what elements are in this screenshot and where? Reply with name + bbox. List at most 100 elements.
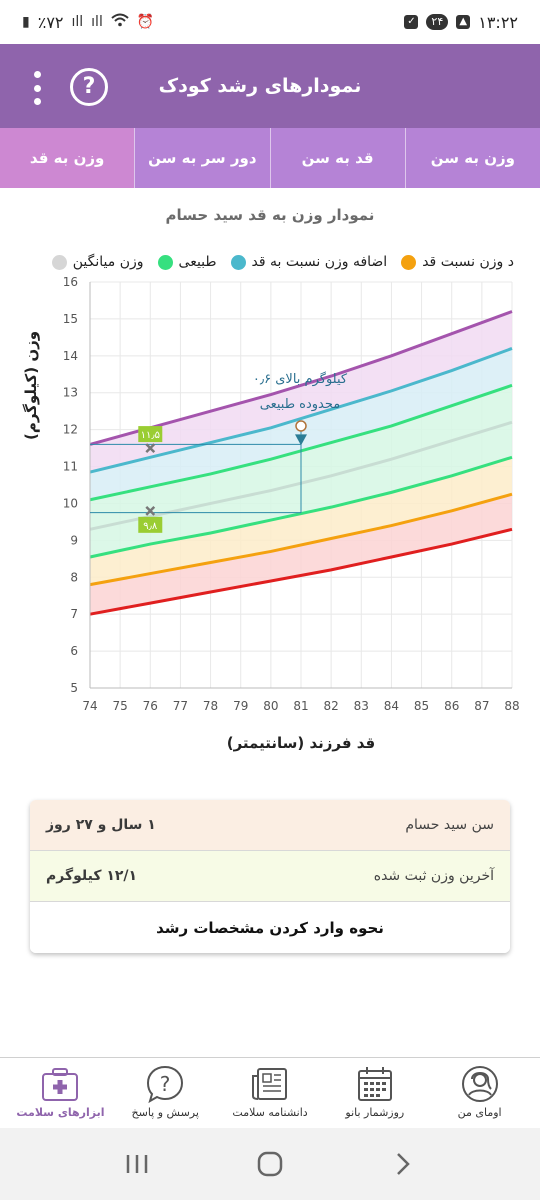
x-tick-label: 74 [82, 699, 97, 713]
signal-icon-2: ıll [91, 14, 103, 30]
range-marker-icon [145, 443, 156, 453]
growth-curve-line [89, 527, 513, 616]
legend-item-overweight[interactable]: اضافه وزن نسبت به قد [230, 254, 388, 270]
annotation-line-1: ۰٫۶ کیلوگرم بالای [253, 371, 348, 387]
tab-height-for-age[interactable]: قد به سن [269, 128, 405, 188]
legend-label: اضافه وزن نسبت به قد [251, 254, 388, 270]
x-tick-label: 88 [504, 699, 519, 713]
back-icon[interactable] [383, 1144, 423, 1184]
nav-calendar[interactable]: روزشمار بانو [330, 1064, 420, 1119]
x-tick-label: 87 [474, 699, 489, 713]
x-tick-label: 76 [143, 699, 158, 713]
growth-curve-line [89, 310, 513, 446]
x-tick-label: 77 [173, 699, 188, 713]
x-tick-label: 79 [233, 699, 248, 713]
home-icon[interactable] [250, 1144, 290, 1184]
annotation-line-2: محدوده طبیعی [260, 397, 341, 412]
system-navigation [0, 1128, 540, 1200]
medical-kit-icon [42, 1068, 79, 1101]
newspaper-icon [252, 1068, 288, 1100]
x-tick-label: 83 [354, 699, 369, 713]
status-right: ✓ ۲۴ ▲ ۱۳:۲۲ [404, 13, 518, 32]
x-tick-label: 82 [324, 699, 339, 713]
status-time: ۱۳:۲۲ [478, 12, 518, 32]
last-weight-label: آخرین وزن ثبت شده [373, 868, 494, 884]
legend-dot-icon [401, 254, 417, 270]
question-bubble-icon: ? [147, 1065, 184, 1104]
chart-band [90, 494, 512, 615]
range-marker-badge [138, 516, 163, 533]
growth-info-card: سن سید حسام ۱ سال و ۲۷ روز آخرین وزن ثبت… [30, 800, 510, 953]
status-left: ▮ ٪۷۲ ıll ıll ⏰ [22, 13, 154, 32]
y-tick-label: 7 [70, 607, 78, 621]
alarm-icon: ⏰ [136, 14, 155, 30]
growth-guide-link[interactable]: نحوه وارد کردن مشخصات رشد [30, 902, 510, 953]
age-label: سن سید حسام [405, 817, 494, 833]
y-tick-label: 16 [63, 275, 78, 289]
battery-icon: ▮ [22, 14, 30, 30]
bottom-navigation: ابزارهای سلامت ? پرسش و پاسخ دانشنامه سل… [0, 1057, 540, 1128]
y-tick-label: 12 [63, 423, 78, 437]
y-tick-label: 14 [63, 349, 78, 363]
nav-label: روزشمار بانو [345, 1106, 405, 1119]
nav-qa[interactable]: ? پرسش و پاسخ [120, 1064, 210, 1119]
y-tick-label: 15 [63, 312, 78, 326]
chart-legend: وزن میانگین طبیعی اضافه وزن نسبت به قد د… [51, 250, 514, 274]
nav-encyclopedia[interactable]: دانشنامه سلامت [225, 1064, 315, 1119]
range-marker-icon [145, 505, 156, 516]
nav-health-tools[interactable]: ابزارهای سلامت [15, 1064, 105, 1119]
measurement-point [295, 420, 307, 432]
app-bar: نمودارهای رشد کودک ? [0, 44, 540, 128]
legend-label: طبیعی [178, 254, 217, 270]
growth-curve-line [89, 347, 513, 474]
age-value: ۱ سال و ۲۷ روز [46, 817, 156, 833]
nav-label: پرسش و پاسخ [131, 1106, 199, 1119]
y-tick-label: 6 [70, 644, 78, 658]
status-bar: ▮ ٪۷۲ ıll ıll ⏰ ✓ ۲۴ ▲ ۱۳:۲۲ [0, 0, 540, 44]
growth-chart: 74 75 76 77 78 79 80 81 82 83 84 85 86 87 88 5 6 7 8 9 10 11 1… [0, 270, 540, 770]
legend-label: وزن میانگین [72, 254, 144, 270]
nav-label: دانشنامه سلامت [232, 1106, 308, 1119]
age-row: سن سید حسام ۱ سال و ۲۷ روز [30, 800, 510, 851]
calendar-icon [357, 1067, 392, 1101]
profile-icon [461, 1066, 498, 1102]
chart-canvas: 74 75 76 77 78 79 80 81 82 83 84 85 86 87 885678910111… [63, 275, 520, 713]
last-weight-row: آخرین وزن ثبت شده ۱۲/۱ کیلوگرم [30, 851, 510, 902]
nav-profile[interactable]: اومای من [435, 1064, 525, 1119]
legend-dot-icon [51, 254, 67, 270]
measurement-arrow-icon [295, 434, 307, 446]
tab-head-for-age[interactable]: دور سر به سن [134, 128, 269, 188]
svg-text:?: ? [160, 1072, 171, 1096]
growth-curve-line [89, 492, 513, 587]
nav-label: اومای من [457, 1106, 502, 1119]
x-tick-label: 86 [444, 699, 459, 713]
y-tick-label: 9 [70, 533, 78, 547]
last-weight-value: ۱۲/۱ کیلوگرم [46, 868, 138, 884]
y-tick-label: 10 [63, 496, 78, 510]
y-tick-label: 11 [63, 460, 78, 474]
range-marker-badge [138, 426, 163, 443]
legend-item-underweight[interactable]: د وزن نسبت قد [401, 254, 514, 270]
y-tick-label: 13 [63, 386, 78, 400]
range-marker-label: ۱۱٫۵ [141, 430, 160, 441]
help-button[interactable]: ? [70, 68, 108, 106]
range-marker-label: ۹٫۸ [143, 521, 158, 532]
y-tick-label: 8 [70, 570, 78, 584]
x-tick-label: 80 [263, 699, 278, 713]
nav-label: ابزارهای سلامت [16, 1106, 105, 1119]
chart-title: نمودار وزن به قد سید حسام [165, 206, 375, 224]
x-tick-label: 75 [113, 699, 128, 713]
x-tick-label: 81 [293, 699, 308, 713]
app-title: نمودارهای رشد کودک [158, 75, 362, 97]
wifi-icon [111, 13, 129, 31]
recent-apps-icon[interactable] [117, 1144, 157, 1184]
overflow-menu-icon[interactable] [22, 68, 52, 108]
legend-item-average[interactable]: وزن میانگین [51, 254, 144, 270]
x-tick-label: 78 [203, 699, 218, 713]
legend-dot-icon [230, 254, 246, 270]
y-tick-label: 5 [70, 681, 78, 695]
tab-weight-for-age[interactable]: وزن به سن [404, 128, 540, 188]
tab-weight-for-height[interactable]: وزن به قد [0, 128, 135, 188]
legend-item-normal[interactable]: طبیعی [157, 254, 217, 270]
